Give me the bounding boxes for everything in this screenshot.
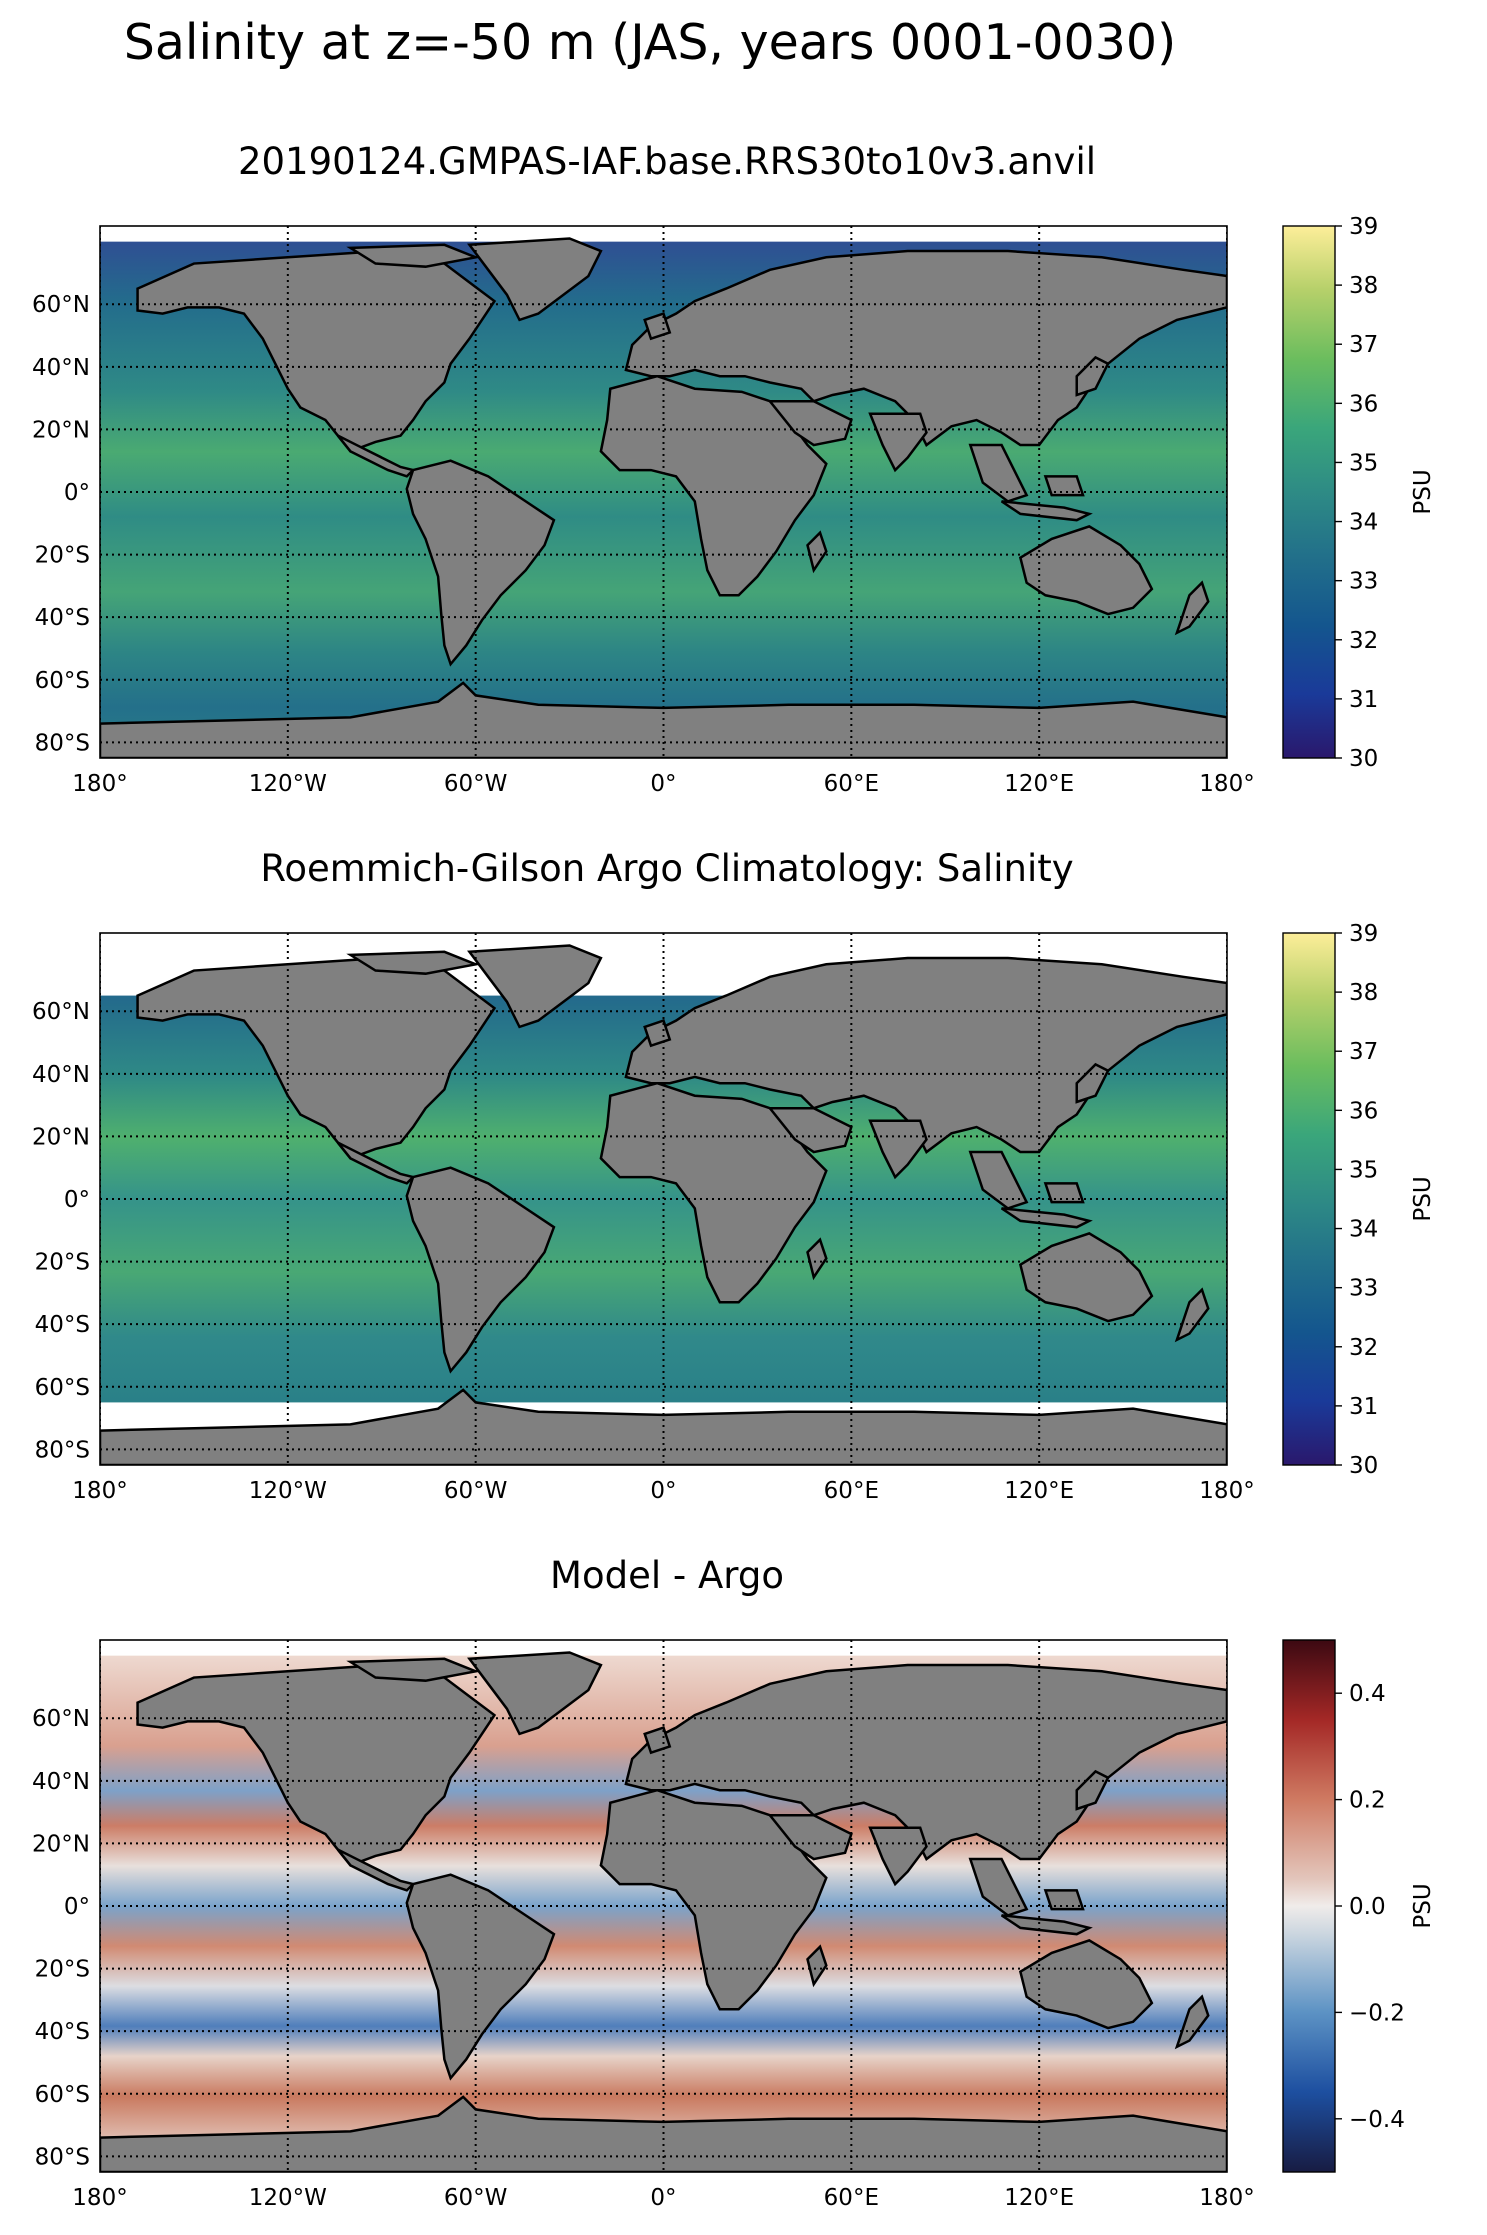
y-tick-label: 20°N: [32, 1831, 90, 1857]
colorbar-tick-label: 39: [1349, 921, 1378, 947]
colorbar-tick-label: −0.2: [1349, 2000, 1405, 2026]
colorbar-tick-label: 0.4: [1349, 1681, 1386, 1707]
panel-3-title: Model - Argo: [550, 1554, 784, 1597]
y-tick-label: 60°N: [32, 1706, 90, 1732]
y-tick-label: 20°S: [35, 1250, 90, 1276]
axes-frame: [99, 932, 1228, 1466]
colorbar-label: PSU: [1410, 1176, 1436, 1221]
y-tick-label: 60°S: [35, 668, 90, 694]
x-tick-label: 60°E: [824, 1478, 879, 1504]
colorbar-tick-label: 32: [1349, 1335, 1378, 1361]
map-plot-area: [100, 226, 1227, 758]
colorbar-tick-label: 30: [1349, 746, 1378, 772]
colorbar: [1282, 1639, 1336, 2173]
y-tick-label: 0°: [64, 1187, 90, 1213]
colorbar-tick-label: 33: [1349, 1276, 1378, 1302]
map-panel-1: 180° 120°W 60°W 0° 60°E 120°E 180° 80°S 60°S 40°S…: [32, 214, 1436, 797]
y-tick-label: 0°: [64, 1894, 90, 1920]
y-tick-label: 40°S: [35, 1312, 90, 1338]
gridlines: [100, 933, 1227, 1465]
map-plot-area: [100, 1640, 1227, 2172]
colorbar-tick-label: 35: [1349, 450, 1378, 476]
y-tick-label: 20°N: [32, 1124, 90, 1150]
y-tick-label: 60°S: [35, 1375, 90, 1401]
colorbar: [1282, 225, 1336, 759]
map-plot-area: [100, 933, 1227, 1465]
colorbar-tick-label: 32: [1349, 628, 1378, 654]
colorbar-tick-label: 35: [1349, 1157, 1378, 1183]
y-tick-label: 60°N: [32, 292, 90, 318]
x-tick-label: 0°: [650, 771, 676, 797]
colorbar-tick-label: 0.0: [1349, 1894, 1386, 1920]
colorbar-tick-label: −0.4: [1349, 2107, 1405, 2133]
x-tick-label: 0°: [650, 1478, 676, 1504]
y-tick-label: 20°S: [35, 1957, 90, 1983]
x-tick-label: 180°: [1199, 771, 1254, 797]
colorbar-tick-label: 37: [1349, 1039, 1378, 1065]
y-tick-label: 80°S: [35, 730, 90, 756]
y-tick-label: 40°S: [35, 605, 90, 631]
axes-frame: [99, 225, 1228, 759]
x-tick-label: 120°E: [1004, 1478, 1074, 1504]
panel-1-title: 20190124.GMPAS-IAF.base.RRS30to10v3.anvi…: [237, 140, 1097, 183]
x-tick-label: 120°W: [249, 771, 327, 797]
figure-title: Salinity at z=-50 m (JAS, years 0001-003…: [123, 14, 1177, 71]
map-panel-2: 180° 120°W 60°W 0° 60°E 120°E 180° 80°S 60°S 40°S…: [32, 921, 1436, 1504]
colorbar-tick-label: 38: [1349, 980, 1378, 1006]
colorbar-label: PSU: [1410, 1883, 1436, 1928]
y-tick-label: 0°: [64, 480, 90, 506]
colorbar-tick-label: 36: [1349, 391, 1378, 417]
y-tick-label: 80°S: [35, 2144, 90, 2170]
x-tick-label: 60°W: [444, 1478, 508, 1504]
x-tick-label: 120°E: [1004, 771, 1074, 797]
panel-2-title: Roemmich-Gilson Argo Climatology: Salini…: [260, 847, 1074, 890]
colorbar-tick-label: 36: [1349, 1098, 1378, 1124]
x-tick-label: 180°: [72, 771, 127, 797]
colorbar-tick-label: 34: [1349, 1217, 1378, 1243]
x-tick-label: 60°W: [444, 771, 508, 797]
colorbar-tick-label: 30: [1349, 1453, 1378, 1479]
colorbar-tick-label: 31: [1349, 687, 1378, 713]
colorbar-tick-label: 34: [1349, 510, 1378, 536]
colorbar-tick-label: 0.2: [1349, 1788, 1386, 1814]
y-tick-label: 40°N: [32, 1062, 90, 1088]
x-tick-label: 60°E: [824, 2185, 879, 2211]
y-tick-label: 40°S: [35, 2019, 90, 2045]
x-tick-label: 180°: [72, 1478, 127, 1504]
map-panel-3: 180° 120°W 60°W 0° 60°E 120°E 180° 80°S 60°S 40°S…: [32, 1639, 1436, 2211]
axes-frame: [99, 1639, 1228, 2173]
colorbar-tick-label: 38: [1349, 273, 1378, 299]
colorbar-tick-label: 33: [1349, 569, 1378, 595]
y-tick-label: 40°N: [32, 355, 90, 381]
y-tick-label: 60°S: [35, 2082, 90, 2108]
x-tick-label: 0°: [650, 2185, 676, 2211]
y-tick-label: 60°N: [32, 999, 90, 1025]
gridlines: [100, 226, 1227, 758]
y-tick-label: 20°S: [35, 543, 90, 569]
colorbar-tick-label: 39: [1349, 214, 1378, 240]
x-tick-label: 180°: [1199, 2185, 1254, 2211]
x-tick-label: 60°W: [444, 2185, 508, 2211]
colorbar-tick-label: 37: [1349, 332, 1378, 358]
y-tick-label: 40°N: [32, 1769, 90, 1795]
x-tick-label: 120°E: [1004, 2185, 1074, 2211]
colorbar-tick-label: 31: [1349, 1394, 1378, 1420]
y-tick-label: 20°N: [32, 417, 90, 443]
x-tick-label: 60°E: [824, 771, 879, 797]
colorbar: [1282, 932, 1336, 1466]
colorbar-label: PSU: [1410, 469, 1436, 514]
gridlines: [100, 1640, 1227, 2172]
y-tick-label: 80°S: [35, 1437, 90, 1463]
x-tick-label: 180°: [72, 2185, 127, 2211]
x-tick-label: 120°W: [249, 1478, 327, 1504]
x-tick-label: 120°W: [249, 2185, 327, 2211]
x-tick-label: 180°: [1199, 1478, 1254, 1504]
